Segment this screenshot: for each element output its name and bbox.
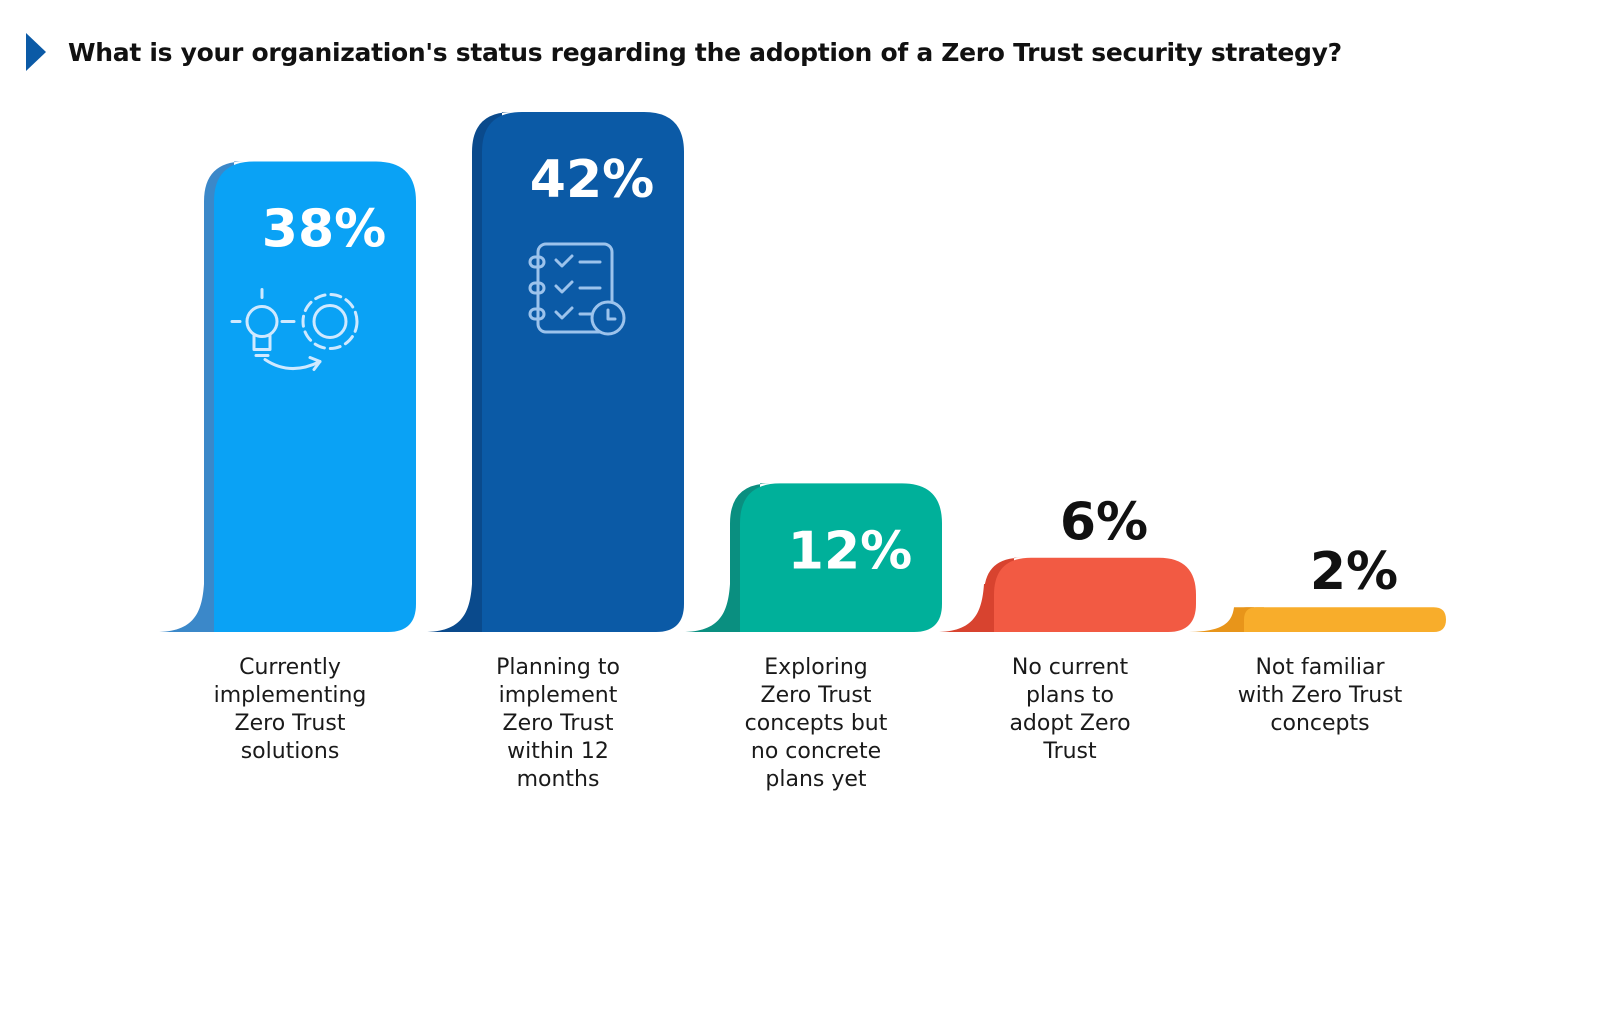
category-label: Currently implementing Zero Trust solutions — [214, 655, 367, 764]
bar — [740, 483, 942, 632]
category-label: Exploring Zero Trust concepts but no concre… — [745, 655, 888, 792]
bar-value-label: 6% — [1060, 493, 1148, 553]
bar-value-label: 42% — [530, 150, 654, 210]
chart-title: What is your organization's status regar… — [68, 37, 1342, 67]
bar-value-label: 12% — [788, 521, 912, 581]
idea-gear-process-icon — [230, 288, 359, 372]
bar — [482, 112, 684, 632]
category-label: No current plans to adopt Zero Trust — [1009, 655, 1130, 764]
title-marker-icon — [26, 33, 46, 71]
category-label: Not familiar with Zero Trust concepts — [1238, 655, 1403, 736]
bar-group-2: 42% Planning to implement Zero Trust within … — [424, 112, 684, 792]
bar-value-label: 38% — [262, 200, 386, 260]
checklist-clock-icon — [528, 242, 626, 336]
category-label: Planning to implement Zero Trust within 12 m… — [496, 655, 620, 792]
bar — [994, 557, 1196, 632]
bar-group-5: 2% Not familiar with Zero Trust concepts — [1186, 542, 1446, 736]
bar-group-1: 38% Currently implementing Zero Trust soluti… — [156, 161, 416, 764]
chart-header: What is your organization's status regar… — [26, 32, 1342, 72]
bar-group-3: 12% Exploring Zero Trust concepts but no con… — [682, 483, 942, 792]
bar — [214, 161, 416, 632]
bar — [1244, 607, 1446, 632]
bar-group-4: 6% No current plans to adopt Zero Trust — [936, 493, 1196, 764]
bar-value-label: 2% — [1310, 542, 1398, 602]
